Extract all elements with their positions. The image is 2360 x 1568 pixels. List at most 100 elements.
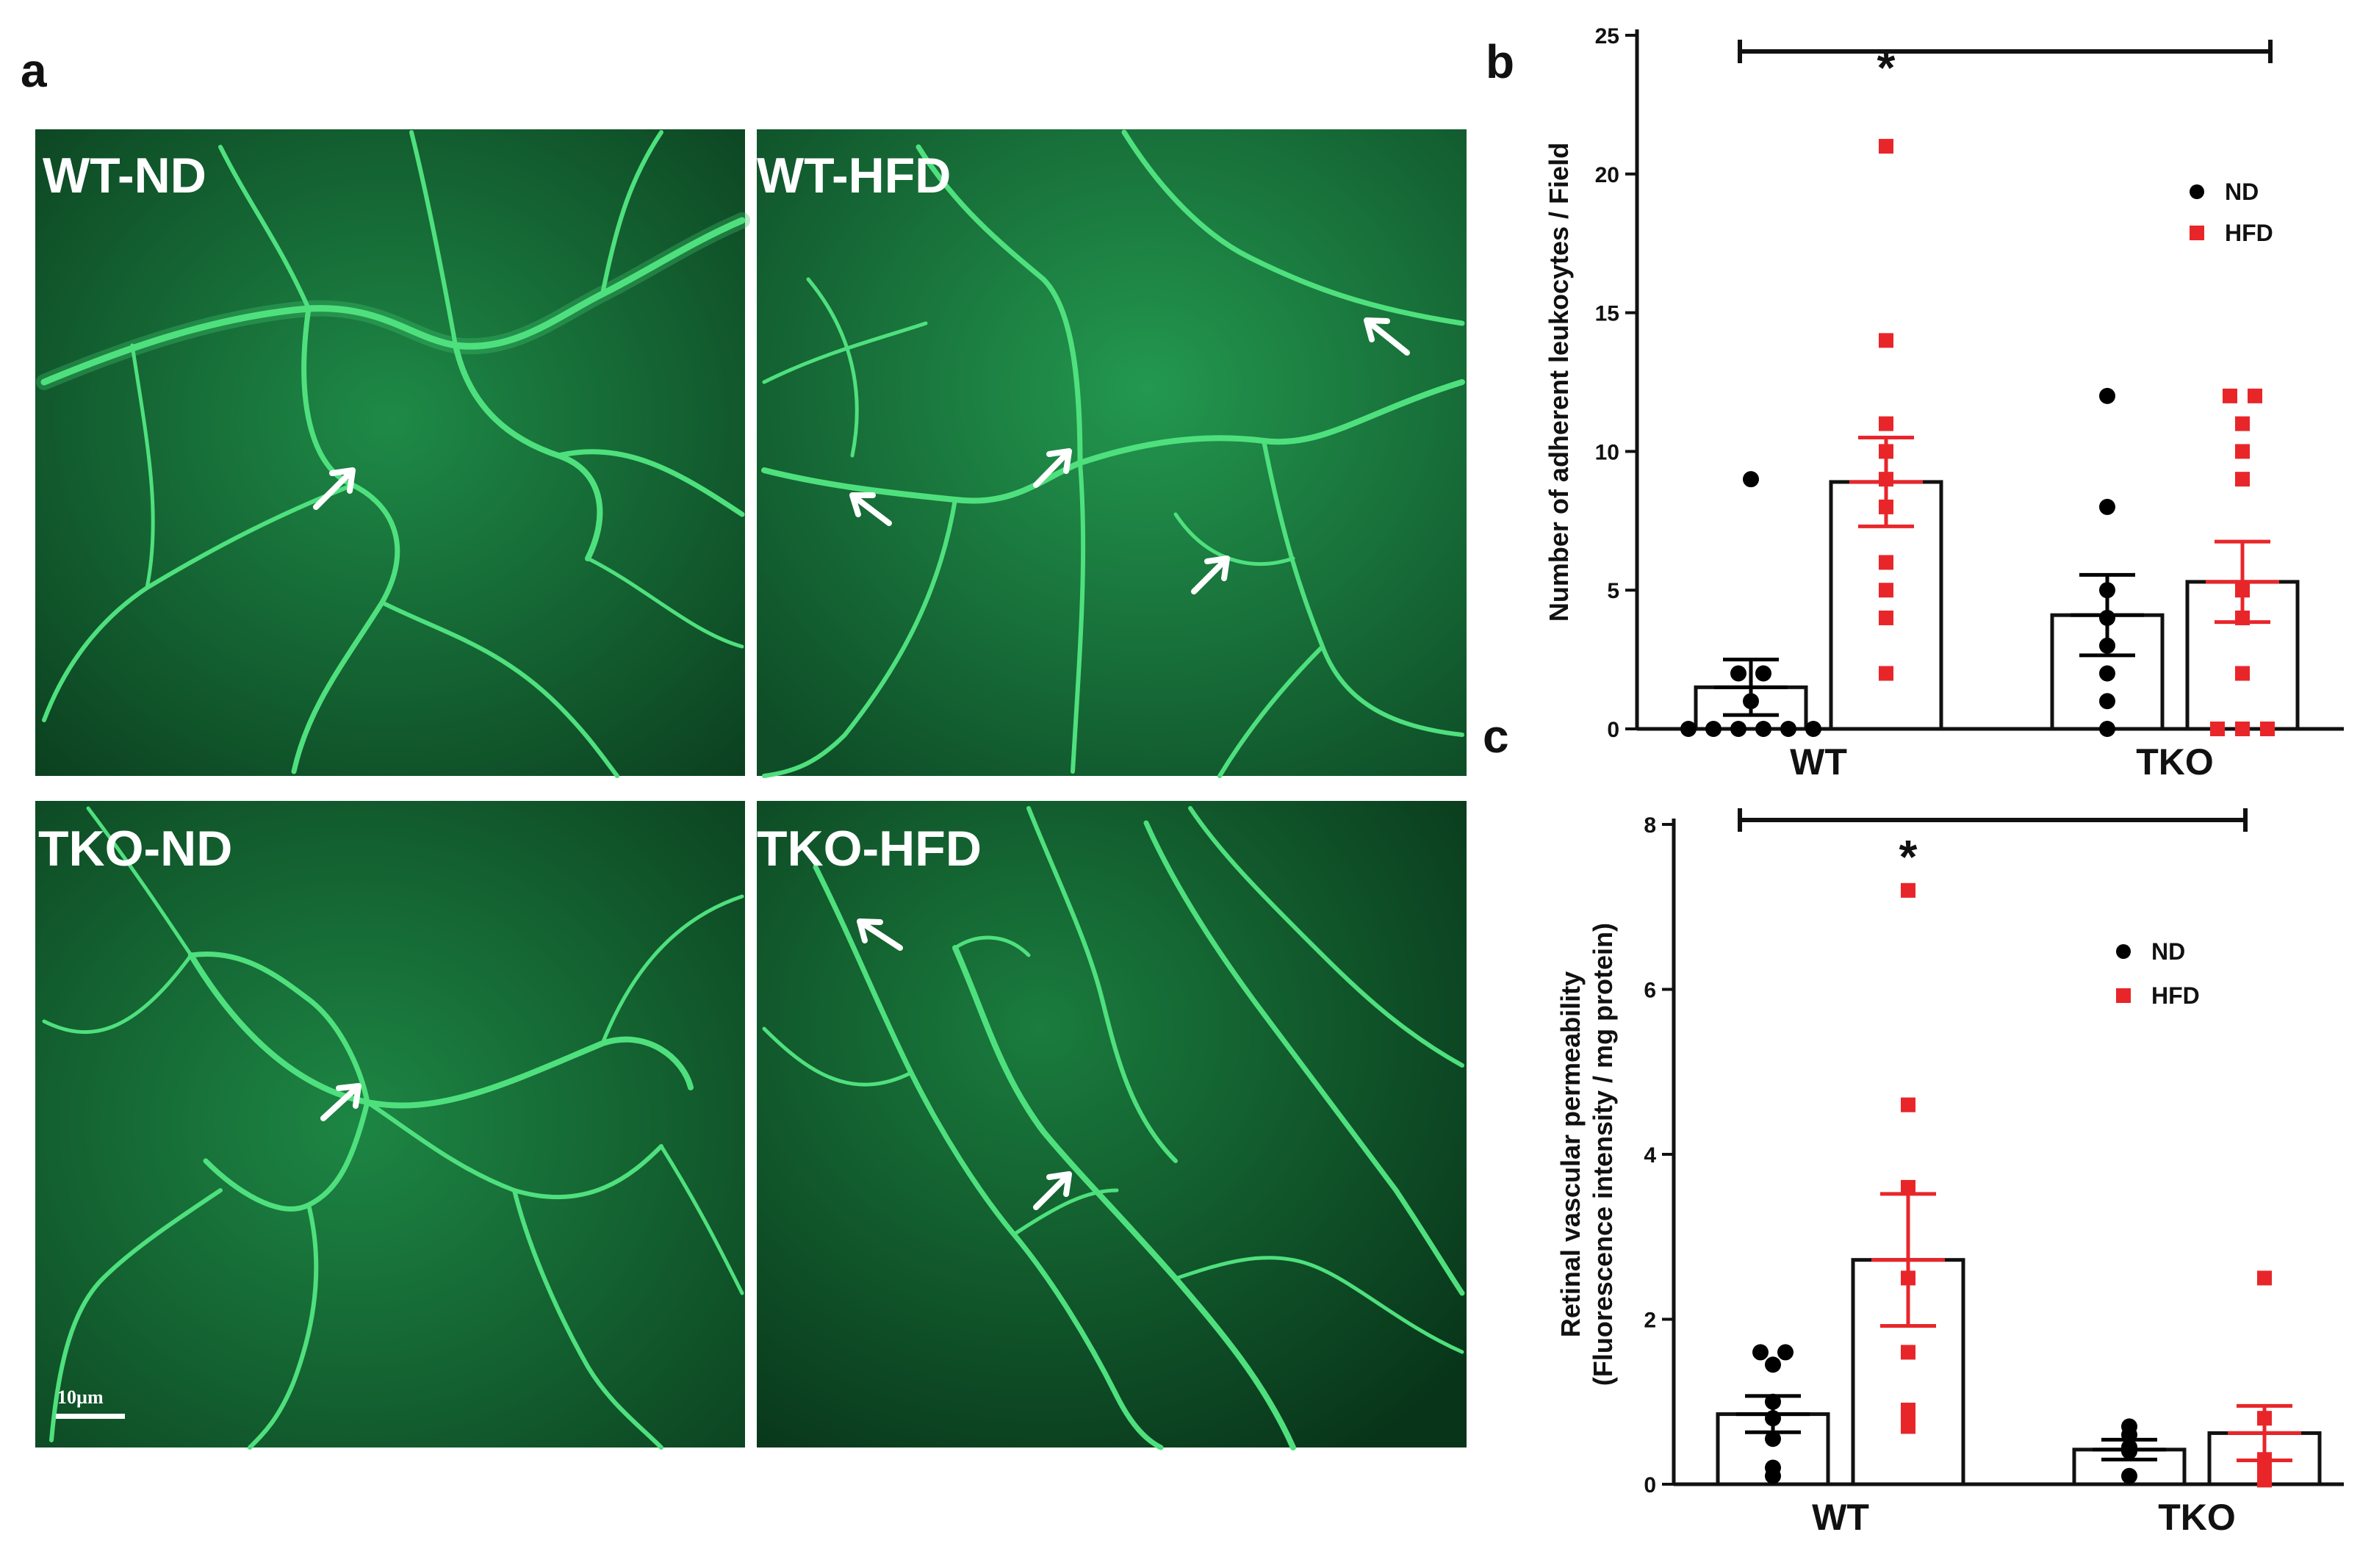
data-point-hfd: [2235, 472, 2250, 487]
y-tick-label: 4: [1644, 1143, 1656, 1168]
y-tick-label: 0: [1607, 718, 1619, 742]
data-point-hfd: [2210, 722, 2225, 736]
x-category-label-wt: WT: [1790, 741, 1847, 783]
x-category-label-tko: TKO: [2158, 1497, 2236, 1538]
data-point-hfd: [2235, 610, 2250, 625]
data-point-hfd: [1901, 1179, 1915, 1195]
data-point-hfd: [2223, 388, 2237, 403]
data-point-nd: [2099, 387, 2115, 404]
micrograph-label-wt-nd: WT-ND: [43, 148, 206, 204]
y-axis-title-line: (Fluorescence intensity / mg protein): [1588, 923, 1618, 1386]
data-point-hfd: [1879, 139, 1893, 154]
data-point-nd: [2121, 1418, 2137, 1435]
vessel-network-tko-hfd: [762, 806, 1465, 1450]
data-point-nd: [1765, 1459, 1781, 1476]
data-point-nd: [1743, 693, 1759, 710]
vessel-network-wt-hfd: [761, 129, 1465, 778]
data-point-nd: [1705, 721, 1722, 737]
data-point-hfd: [2257, 1452, 2272, 1467]
data-point-nd: [2099, 665, 2115, 682]
micrograph-label-tko-hfd: TKO-HFD: [757, 821, 982, 877]
arrow-icon: [857, 918, 903, 951]
data-point-nd: [2099, 721, 2115, 737]
data-point-hfd: [1901, 1345, 1915, 1360]
data-point-nd: [1765, 1393, 1781, 1410]
data-point-nd: [2121, 1467, 2137, 1484]
significance-marker: *: [1877, 41, 1896, 94]
data-point-hfd: [2235, 583, 2250, 598]
data-point-nd: [1730, 721, 1746, 737]
data-point-hfd: [2248, 388, 2262, 403]
data-point-hfd: [1879, 666, 1893, 681]
data-point-hfd: [1879, 444, 1893, 459]
data-point-nd: [2099, 498, 2115, 515]
scale-bar-label: 10µm: [57, 1387, 104, 1408]
y-tick-label: 20: [1595, 163, 1619, 187]
data-point-nd: [1805, 721, 1821, 737]
y-axis-title: Number of adherent leukocytes / Field: [1544, 143, 1574, 622]
data-point-hfd: [1879, 472, 1893, 487]
data-point-nd: [1755, 665, 1771, 682]
y-tick-label: 6: [1644, 979, 1656, 1003]
data-point-nd: [1777, 1344, 1794, 1361]
x-category-label-tko: TKO: [2136, 741, 2214, 783]
arrow-icon: [320, 1083, 361, 1121]
data-point-hfd: [2257, 1270, 2272, 1286]
data-point-hfd: [1879, 333, 1893, 348]
micrograph-wt-hfd: WT-HFD: [757, 129, 1467, 778]
data-point-nd: [2099, 609, 2115, 626]
arrow-icon: [849, 492, 892, 526]
significance-marker: *: [1899, 830, 1918, 883]
panel-a-letter: a: [21, 44, 47, 97]
data-point-hfd: [1879, 610, 1893, 625]
panel-letter: b: [1486, 35, 1514, 88]
data-point-nd: [2099, 693, 2115, 710]
arrow-icon: [1033, 1171, 1072, 1210]
legend-marker: [2116, 988, 2131, 1003]
data-point-hfd: [1879, 499, 1893, 514]
y-tick-label: 5: [1607, 579, 1619, 603]
y-tick-label: 10: [1595, 440, 1619, 464]
legend-marker: [2190, 184, 2204, 199]
chart-b: b 0 5 10 15 20 25 Number of adherent leukocytes…: [1486, 24, 2344, 783]
data-point-nd: [1730, 665, 1746, 682]
panel-letter: c: [1483, 710, 1509, 763]
arrow-icon: [1364, 317, 1410, 356]
arrow-icon: [1191, 555, 1230, 594]
legend-marker: [2190, 226, 2204, 240]
y-tick-label: 8: [1644, 813, 1656, 838]
data-point-nd: [1743, 471, 1759, 488]
y-tick-label: 0: [1644, 1473, 1656, 1497]
data-point-nd: [1780, 721, 1796, 737]
micrograph-wt-nd: WT-ND: [35, 129, 750, 778]
y-axis-title-line: Retinal vascular permeability: [1555, 971, 1586, 1337]
data-point-hfd: [1901, 882, 1915, 898]
x-category-label-wt: WT: [1812, 1497, 1869, 1538]
data-point-hfd: [1901, 1270, 1915, 1286]
micrograph-label-wt-hfd: WT-HFD: [757, 148, 951, 204]
data-point-nd: [2099, 582, 2115, 599]
legend-label-hfd: HFD: [2225, 220, 2273, 246]
legend-label-hfd: HFD: [2151, 982, 2200, 1009]
data-point-hfd: [1901, 1414, 1915, 1430]
y-tick-label: 15: [1595, 302, 1619, 326]
scale-bar: [56, 1414, 125, 1419]
data-point-hfd: [1879, 416, 1893, 431]
micrograph-tko-hfd: TKO-HFD: [757, 801, 1467, 1450]
arrow-icon: [1033, 448, 1072, 488]
data-point-hfd: [2235, 444, 2250, 459]
arrow-icon: [313, 467, 356, 510]
data-point-nd: [1765, 1431, 1781, 1447]
legend-label-nd: ND: [2225, 179, 2259, 205]
data-point-nd: [2099, 637, 2115, 654]
chart-c: c 0 2 4 6 8 Retinal vascular permeability (Fluo…: [1483, 710, 2344, 1538]
data-point-nd: [1765, 1356, 1781, 1373]
micrograph-label-tko-nd: TKO-ND: [38, 821, 232, 877]
legend-marker: [2116, 944, 2131, 959]
data-point-hfd: [2235, 722, 2250, 736]
data-point-hfd: [2260, 722, 2275, 736]
data-point-nd: [1680, 721, 1697, 737]
vessel-network-wt-nd: [36, 130, 750, 778]
data-point-hfd: [1879, 555, 1893, 570]
